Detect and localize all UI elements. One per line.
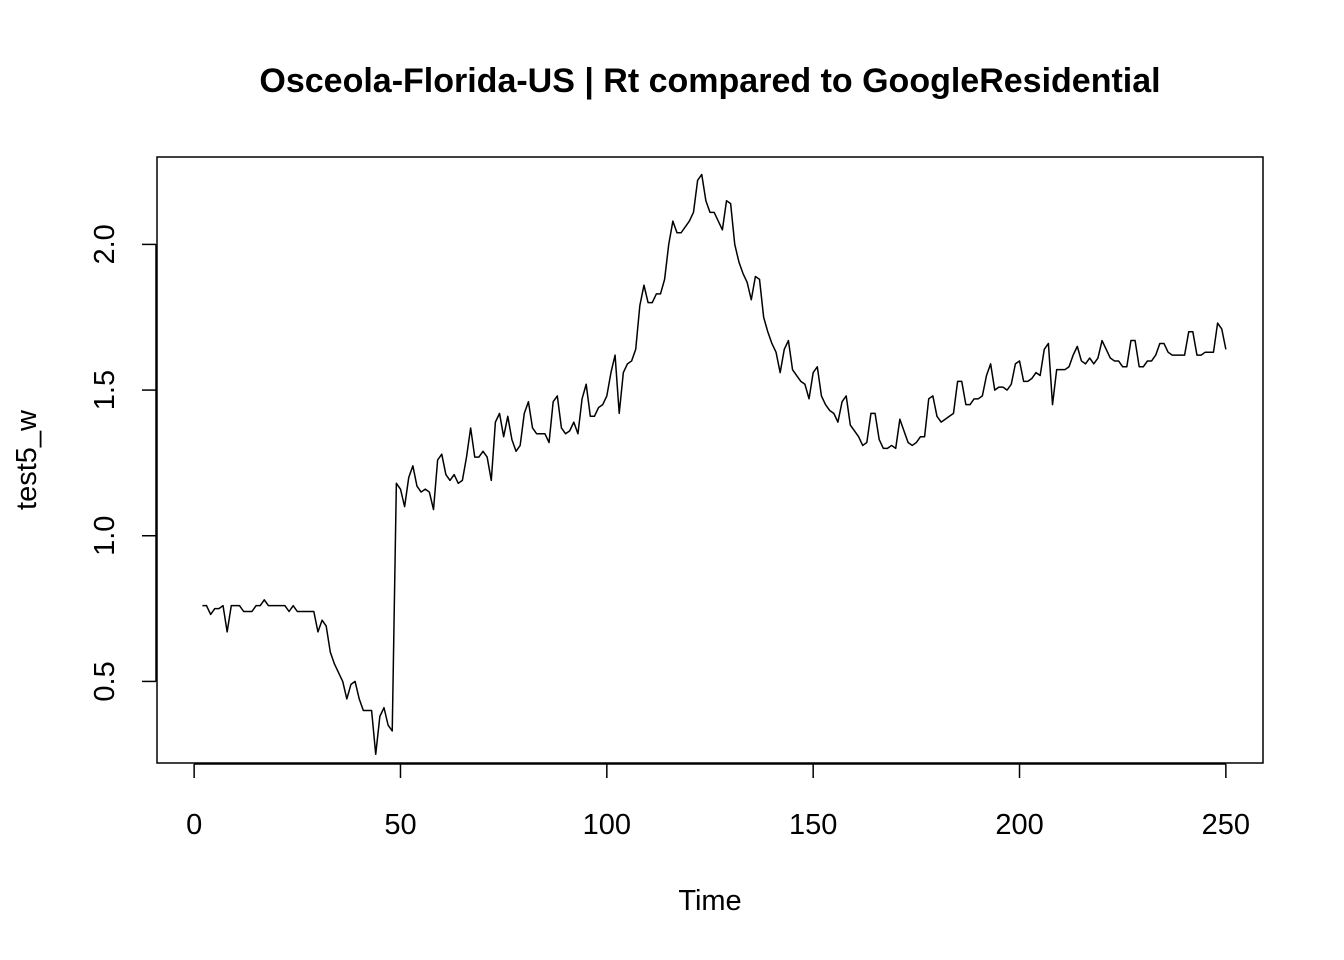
series-line — [202, 173, 1227, 756]
x-tick-label: 200 — [995, 809, 1043, 841]
x-tick-label: 250 — [1202, 809, 1250, 841]
x-tick-label: 50 — [384, 809, 416, 841]
x-axis-label: Time — [678, 885, 741, 917]
x-tick-label: 100 — [583, 809, 631, 841]
x-tick-label: 150 — [789, 809, 837, 841]
y-axis-label: test5_w — [11, 409, 43, 510]
y-tick-label: 1.0 — [89, 516, 121, 556]
plot-frame — [156, 156, 1264, 764]
x-axis: 0 50 100 150 200 250 — [186, 763, 1250, 841]
x-tick-label: 0 — [186, 809, 202, 841]
y-axis: 0.5 1.0 1.5 2.0 — [89, 224, 157, 702]
chart-title: Osceola-Florida-US | Rt compared to Goog… — [259, 62, 1160, 100]
y-tick-label: 1.5 — [89, 370, 121, 410]
y-tick-label: 2.0 — [89, 224, 121, 264]
y-tick-label: 0.5 — [89, 661, 121, 701]
